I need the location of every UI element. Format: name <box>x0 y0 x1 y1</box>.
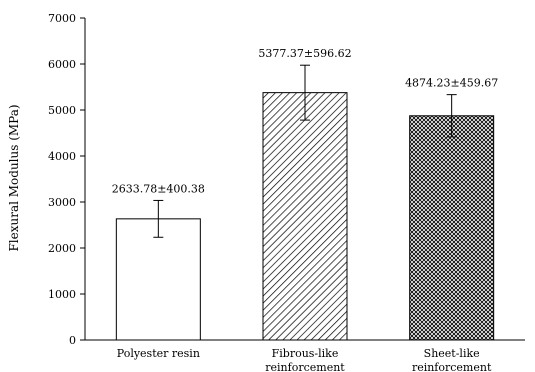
y-tick-label: 5000 <box>48 104 76 117</box>
error-bar <box>153 199 164 238</box>
bar <box>409 115 495 341</box>
y-tick-label: 0 <box>69 334 76 347</box>
bars <box>115 92 495 341</box>
data-labels: 2633.78±400.38 5377.37±596.62 4874.23±459.… <box>112 47 499 195</box>
category-label: Polyester resin <box>117 347 200 360</box>
plot-area: 0 1000 2000 3000 4000 5000 6000 7000 2633.78±40… <box>48 12 525 372</box>
y-tick-label: 4000 <box>48 150 76 163</box>
y-axis-title: Flexural Modulus (MPa) <box>7 104 21 251</box>
category-label: Fibrous-like reinforcement <box>265 347 345 372</box>
data-label: 4874.23±459.67 <box>405 77 498 90</box>
y-tick-label: 7000 <box>48 12 76 25</box>
y-axis-ticks: 0 1000 2000 3000 4000 5000 6000 7000 <box>48 12 85 347</box>
y-tick-label: 2000 <box>48 242 76 255</box>
y-tick-label: 6000 <box>48 58 76 71</box>
bar <box>262 92 348 341</box>
error-bars <box>153 64 457 238</box>
y-tick-label: 1000 <box>48 288 76 301</box>
data-label: 5377.37±596.62 <box>258 47 351 60</box>
category-label: Sheet-like reinforcement <box>412 347 492 372</box>
data-label: 2633.78±400.38 <box>112 182 205 195</box>
category-labels: Polyester resin Fibrous-like reinforcement… <box>117 347 492 372</box>
error-bar <box>446 94 457 138</box>
y-tick-label: 3000 <box>48 196 76 209</box>
error-bar <box>300 64 310 121</box>
